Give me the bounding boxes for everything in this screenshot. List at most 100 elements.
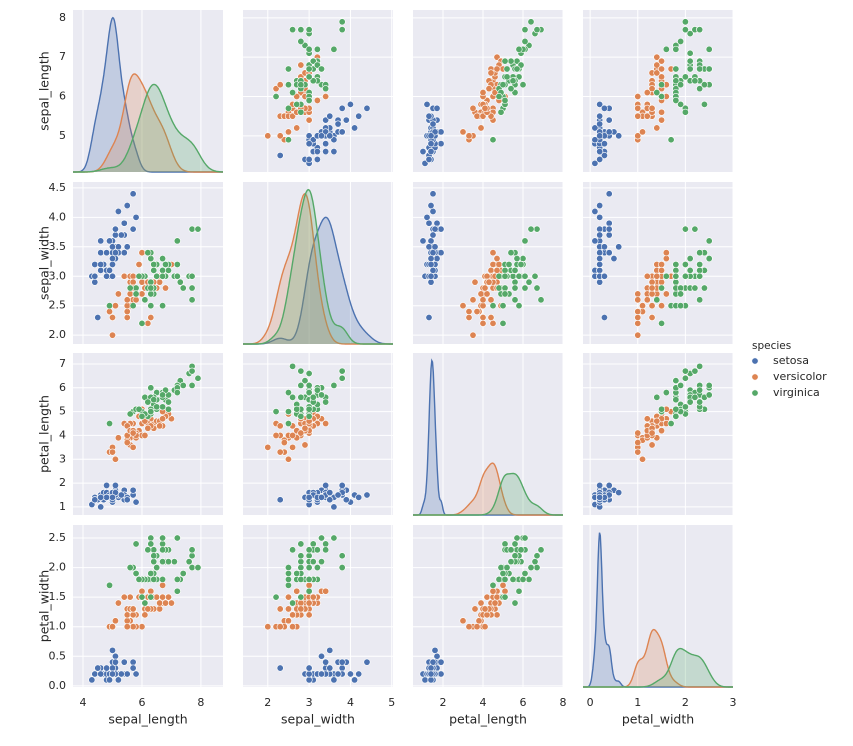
x-tick-label: 0 [587, 696, 594, 709]
point [284, 569, 292, 577]
point [173, 272, 181, 280]
point [700, 81, 708, 89]
y-tick-label: 3.0 [49, 269, 67, 282]
point [596, 148, 604, 156]
point [301, 377, 309, 385]
point [126, 290, 134, 298]
point [501, 593, 509, 601]
point [326, 132, 334, 140]
point [519, 255, 527, 263]
point [150, 575, 158, 583]
point [503, 73, 511, 81]
point [297, 393, 305, 401]
point [427, 140, 435, 148]
kde-area [413, 360, 563, 515]
point [305, 670, 313, 678]
point [129, 486, 137, 494]
point [123, 313, 131, 321]
y-tick-label: 2.0 [49, 561, 67, 574]
point [326, 664, 334, 672]
point [423, 213, 431, 221]
point [596, 132, 604, 140]
point [509, 272, 517, 280]
point [114, 207, 122, 215]
point [696, 260, 704, 268]
point [305, 140, 313, 148]
point [433, 219, 441, 227]
kde-area [73, 17, 223, 173]
point [419, 237, 427, 245]
point [289, 611, 297, 619]
point [293, 587, 301, 595]
point [284, 104, 292, 112]
point [132, 290, 140, 298]
point [150, 260, 158, 268]
point [305, 381, 313, 389]
kde-line [243, 188, 393, 345]
x-axis-label: petal_width [622, 712, 694, 727]
point [672, 266, 680, 274]
point [419, 148, 427, 156]
point [686, 65, 694, 73]
point [318, 391, 326, 399]
point [147, 278, 155, 286]
point [658, 302, 666, 310]
point [106, 237, 114, 245]
point [489, 319, 497, 327]
point [431, 225, 439, 233]
point [672, 96, 680, 104]
point [691, 284, 699, 292]
kde-line [413, 472, 563, 516]
point [437, 225, 445, 233]
point [600, 313, 608, 321]
point [129, 225, 137, 233]
point [672, 77, 680, 85]
point [138, 290, 146, 298]
point [429, 266, 437, 274]
point [147, 593, 155, 601]
point [653, 393, 661, 401]
point [525, 278, 533, 286]
point [322, 481, 330, 489]
point [97, 260, 105, 268]
point [322, 540, 330, 548]
point [97, 266, 105, 274]
point [103, 249, 111, 257]
x-tick-label: 2 [682, 696, 689, 709]
point [519, 575, 527, 583]
point [338, 18, 346, 26]
point [159, 558, 167, 566]
point [615, 489, 623, 497]
point [330, 148, 338, 156]
point [596, 120, 604, 128]
point [653, 53, 661, 61]
point [318, 652, 326, 660]
point [305, 26, 313, 34]
point [276, 623, 284, 631]
x-tick-label: 4 [347, 696, 354, 709]
point [497, 108, 505, 116]
point [111, 225, 119, 233]
point [284, 617, 292, 625]
point [705, 391, 713, 399]
point [427, 237, 435, 245]
point [483, 290, 491, 298]
point [696, 272, 704, 280]
point [425, 219, 433, 227]
point [501, 96, 509, 104]
point [135, 260, 143, 268]
point [173, 587, 181, 595]
point [501, 575, 509, 583]
point [284, 575, 292, 583]
point [605, 219, 613, 227]
point [686, 255, 694, 263]
point [284, 389, 292, 397]
point [501, 540, 509, 548]
point [289, 89, 297, 97]
point [525, 575, 533, 583]
point [489, 136, 497, 144]
point [475, 617, 483, 625]
point [469, 104, 477, 112]
point [126, 593, 134, 601]
point [465, 132, 473, 140]
